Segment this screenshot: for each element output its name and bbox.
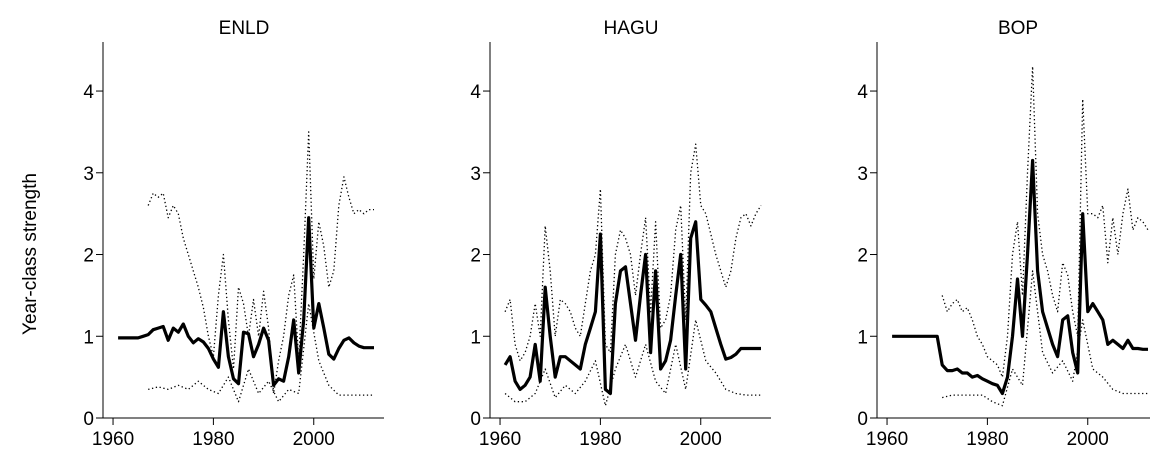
x-tick-label: 2000 bbox=[293, 429, 335, 450]
series-line-estimate bbox=[503, 220, 761, 396]
y-tick-label: 2 bbox=[470, 246, 481, 267]
series-line-estimate bbox=[118, 216, 374, 387]
y-tick-label: 4 bbox=[857, 82, 868, 103]
x-tick-label: 1960 bbox=[479, 429, 521, 450]
series-line-bound bbox=[504, 319, 761, 407]
x-tick-label: 1960 bbox=[92, 429, 134, 450]
series-line-bound bbox=[148, 302, 374, 403]
y-tick-label: 2 bbox=[857, 246, 868, 267]
y-tick-label: 0 bbox=[857, 409, 868, 430]
y-tick-label: 2 bbox=[83, 246, 94, 267]
series-line-bound bbox=[941, 65, 1149, 378]
y-tick-label: 3 bbox=[470, 164, 481, 185]
panel-bop: BOP 0 1 2 3 4 1960 1980 2000 bbox=[857, 18, 1150, 450]
x-tick-label: 1980 bbox=[192, 429, 234, 450]
x-tick-label: 1960 bbox=[866, 429, 908, 450]
panel-title: ENLD bbox=[219, 18, 270, 39]
x-tick-label: 1980 bbox=[579, 429, 621, 450]
x-tick-label: 1980 bbox=[966, 429, 1008, 450]
y-tick-label: 3 bbox=[83, 164, 94, 185]
series-line-bound bbox=[504, 143, 762, 362]
y-tick-label: 1 bbox=[857, 327, 868, 348]
panel-title: BOP bbox=[998, 18, 1038, 39]
y-tick-label: 4 bbox=[470, 82, 481, 103]
y-tick-label: 0 bbox=[83, 409, 94, 430]
series-line-bound bbox=[942, 270, 1148, 407]
panel-title: HAGU bbox=[604, 18, 659, 39]
x-tick-label: 2000 bbox=[1067, 429, 1109, 450]
series-line-estimate bbox=[892, 158, 1148, 396]
series-line-bound bbox=[147, 131, 374, 395]
y-tick-label: 1 bbox=[83, 327, 94, 348]
panel-enld: ENLD 0 1 2 3 4 1960 1980 2000 bbox=[83, 18, 384, 450]
y-tick-label: 3 bbox=[857, 164, 868, 185]
y-tick-label: 1 bbox=[470, 327, 481, 348]
y-tick-label: 4 bbox=[83, 82, 94, 103]
y-axis-label: Year-class strength bbox=[20, 173, 41, 335]
x-tick-label: 2000 bbox=[680, 429, 722, 450]
panel-hagu: HAGU 0 1 2 3 4 1960 1980 2000 bbox=[470, 18, 771, 450]
y-tick-label: 0 bbox=[470, 409, 481, 430]
